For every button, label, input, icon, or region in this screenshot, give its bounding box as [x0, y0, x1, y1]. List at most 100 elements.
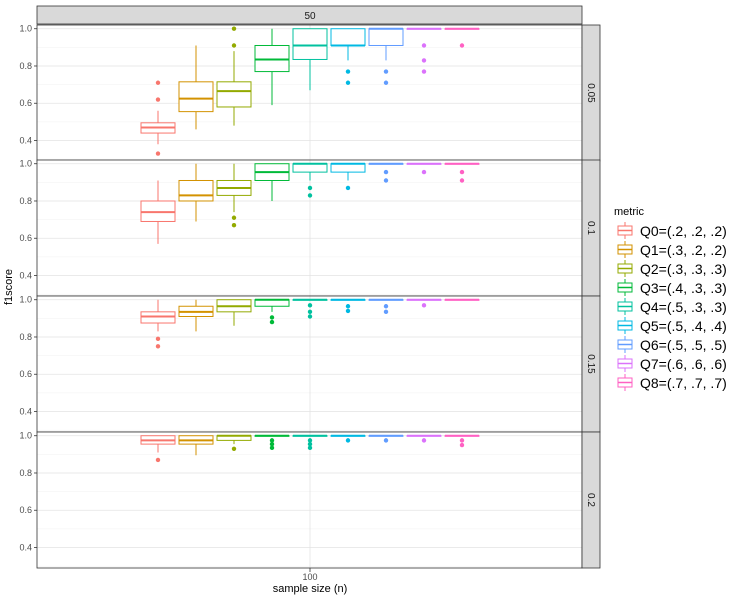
column-facet-strip: 50: [36, 5, 583, 25]
legend-label: Q8=(.7, .7, .7): [640, 375, 727, 391]
legend-label: Q1=(.3, .2, .2): [640, 242, 727, 258]
box-Q3=(.4, .3, .3): [254, 298, 290, 325]
facet-panel-2: 0.4 0.6 0.8 1.0 0.15: [19, 295, 601, 433]
box-Q8=(.7, .7, .7): [444, 298, 480, 301]
box-Q3=(.4, .3, .3): [254, 163, 290, 201]
legend-item: Q7=(.6, .6, .6): [617, 355, 727, 372]
box-iqr: [292, 28, 328, 60]
y-tick-label: 0.6: [19, 369, 32, 379]
outlier-point: [231, 43, 237, 48]
outlier-point: [231, 446, 237, 451]
x-tick-label: 100: [302, 572, 317, 582]
facet-panel-3: 0.4 0.6 0.8 1.0 0.2: [19, 431, 601, 569]
box-Q0=(.2, .2, .2): [140, 435, 176, 463]
column-facet-label: 50: [304, 11, 316, 22]
box-Q4=(.5, .3, .3): [292, 434, 328, 451]
outlier-point: [421, 58, 427, 63]
facet-panel-1: 0.4 0.6 0.8 1.0 0.1: [19, 159, 601, 297]
outlier-point: [383, 309, 389, 315]
panel-background: [37, 432, 582, 568]
outlier-point: [383, 178, 389, 183]
outlier-point: [307, 309, 313, 315]
legend-title: metric: [614, 206, 644, 218]
y-tick-label: 0.4: [19, 407, 32, 417]
outlier-point: [383, 80, 389, 85]
legend-label: Q6=(.5, .5, .5): [640, 337, 727, 353]
outlier-point: [421, 169, 427, 175]
legend-item: Q4=(.5, .3, .3): [617, 298, 727, 315]
box-Q2=(.3, .3, .3): [216, 299, 252, 326]
outlier-point: [383, 69, 389, 74]
row-facet-label: 0.15: [585, 354, 596, 374]
row-facet-strip: [581, 431, 601, 569]
legend-item: Q6=(.5, .5, .5): [617, 336, 727, 353]
outlier-point: [155, 97, 161, 102]
outlier-point: [459, 169, 465, 175]
outlier-point: [269, 319, 275, 325]
box-Q7=(.6, .6, .6): [406, 434, 442, 443]
box-Q8=(.7, .7, .7): [444, 162, 480, 183]
outlier-point: [269, 441, 275, 447]
outlier-point: [459, 442, 465, 448]
box-Q4=(.5, .3, .3): [292, 28, 328, 91]
outlier-point: [345, 308, 351, 314]
column-facet-strip-bg: [36, 5, 583, 25]
row-facet-label: 0.2: [585, 493, 596, 507]
outlier-point: [155, 457, 161, 463]
y-tick-label: 1.0: [19, 431, 32, 441]
y-tick-label: 0.8: [19, 468, 32, 478]
box-Q5=(.5, .4, .4): [330, 28, 366, 85]
box-Q4=(.5, .3, .3): [292, 298, 328, 319]
legend-item: Q0=(.2, .2, .2): [617, 222, 727, 239]
y-tick-label: 1.0: [19, 159, 32, 169]
outlier-point: [269, 315, 275, 320]
box-Q8=(.7, .7, .7): [444, 27, 480, 48]
outlier-point: [345, 69, 351, 74]
legend-item: Q1=(.3, .2, .2): [617, 241, 727, 258]
outlier-point: [383, 304, 389, 309]
y-tick-label: 0.8: [19, 196, 32, 206]
y-tick-label: 0.6: [19, 505, 32, 515]
outlier-point: [307, 438, 313, 443]
legend: metric Q0=(.2, .2, .2) Q1=(.3, .2, .2) Q2=…: [614, 206, 727, 391]
legend-item: Q2=(.3, .3, .3): [617, 260, 727, 277]
box-Q0=(.2, .2, .2): [140, 80, 176, 156]
box-Q5=(.5, .4, .4): [330, 298, 366, 314]
y-tick-label: 0.8: [19, 332, 32, 342]
box-Q4=(.5, .3, .3): [292, 162, 328, 198]
y-tick-label: 0.4: [19, 271, 32, 281]
legend-item: Q5=(.5, .4, .4): [617, 317, 727, 334]
outlier-point: [345, 185, 351, 191]
box-Q7=(.6, .6, .6): [406, 298, 442, 308]
outlier-point: [345, 80, 351, 85]
legend-label: Q0=(.2, .2, .2): [640, 223, 727, 239]
facet-panels: 0.4 0.6 0.8 1.0 0.05 0.4 0.6 0.8 1.0 0.1 0.4 0.6 0.8…: [19, 24, 601, 569]
x-axis-title: sample size (n): [273, 583, 348, 595]
outlier-point: [459, 438, 465, 443]
row-facet-label: 0.1: [585, 221, 596, 235]
outlier-point: [231, 26, 237, 31]
outlier-point: [421, 69, 427, 74]
outlier-point: [345, 438, 351, 443]
y-tick-label: 0.6: [19, 98, 32, 108]
x-axis: 100 sample size (n): [273, 568, 348, 595]
box-iqr: [330, 163, 366, 173]
box-Q6=(.5, .5, .5): [368, 27, 404, 85]
outlier-point: [307, 445, 313, 451]
outlier-point: [231, 223, 237, 228]
box-Q7=(.6, .6, .6): [406, 162, 442, 175]
panel-background: [37, 296, 582, 432]
box-Q1=(.3, .2, .2): [178, 163, 214, 222]
outlier-point: [307, 303, 313, 308]
box-Q3=(.4, .3, .3): [254, 28, 290, 106]
y-axis-title: f1score: [3, 269, 15, 305]
box-iqr: [178, 179, 214, 202]
outlier-point: [421, 303, 427, 308]
y-tick-label: 0.4: [19, 543, 32, 553]
box-Q6=(.5, .5, .5): [368, 162, 404, 183]
outlier-point: [307, 185, 313, 191]
y-tick-label: 1.0: [19, 295, 32, 305]
box-Q6=(.5, .5, .5): [368, 298, 404, 315]
outlier-point: [383, 438, 389, 443]
